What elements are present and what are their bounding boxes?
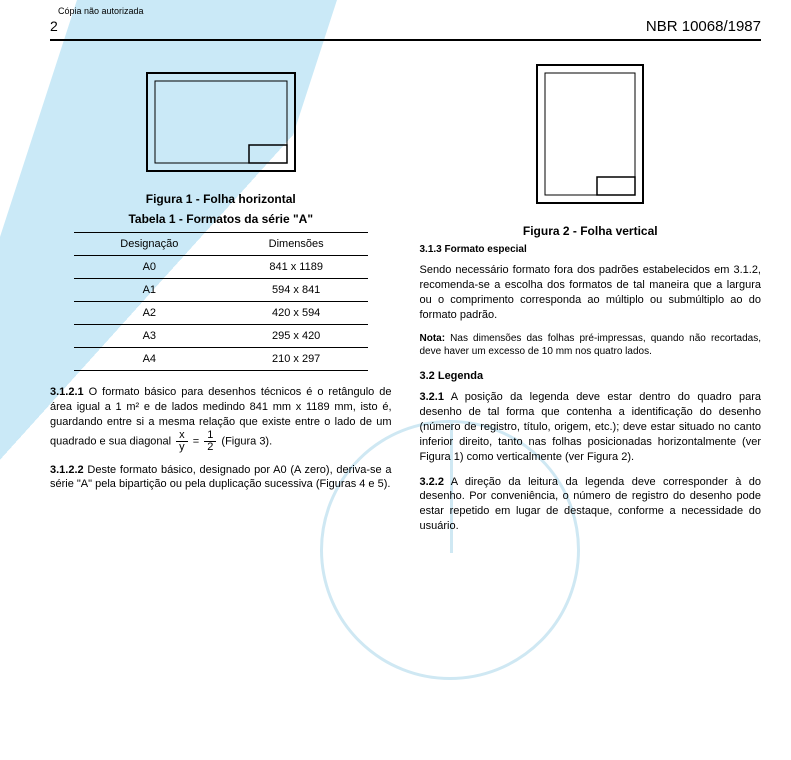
table-row: A2420 x 594 [74,302,368,325]
para-num: 3.2.2 [420,476,444,488]
para-3121: 3.1.2.1 O formato básico para desenhos t… [50,385,392,453]
para-3122: 3.1.2.2 Deste formato básico, designado … [50,463,392,493]
figure-1-caption: Figura 1 - Folha horizontal [50,192,392,206]
unauthorized-copy-label: Cópia não autorizada [58,6,761,16]
para-num: 3.1.2.1 [50,386,84,398]
para-321: 3.2.1 A posição da legenda deve estar de… [420,390,762,464]
para-313: Sendo necessário formato fora dos padrõe… [420,263,762,322]
para-num: 3.1.2.2 [50,464,84,476]
figure-2-caption: Figura 2 - Folha vertical [420,224,762,238]
page-header: 2 NBR 10068/1987 [50,18,761,41]
table-1-caption: Tabela 1 - Formatos da série "A" [50,212,392,226]
para-322: 3.2.2 A direção da leitura da legenda de… [420,475,762,534]
formats-table: Designação Dimensões A0841 x 1189 A1594 … [74,232,368,371]
table-row: A1594 x 841 [74,279,368,302]
left-column: Figura 1 - Folha horizontal Tabela 1 - F… [50,59,392,544]
nota-label: Nota: [420,333,446,344]
page-number: 2 [50,18,58,34]
table-row: A4210 x 297 [74,348,368,371]
figure-1: Figura 1 - Folha horizontal Tabela 1 - F… [50,59,392,226]
table-header-dimensions: Dimensões [225,233,368,256]
figure-2-svg [531,59,649,209]
nota: Nota: Nas dimensões das folhas pré-impre… [420,332,762,358]
table-header-designation: Designação [74,233,225,256]
heading-32: 3.2 Legenda [420,370,762,382]
figure-1-svg [141,67,301,177]
right-column: Figura 2 - Folha vertical 3.1.3 Formato … [420,59,762,544]
table-row: A0841 x 1189 [74,256,368,279]
standard-code: NBR 10068/1987 [646,18,761,35]
para-num: 3.2.1 [420,391,444,403]
table-row: A3295 x 420 [74,325,368,348]
heading-313: 3.1.3 Formato especial [420,244,762,255]
two-column-layout: Figura 1 - Folha horizontal Tabela 1 - F… [50,59,761,544]
page: Cópia não autorizada 2 NBR 10068/1987 Fi… [0,0,791,544]
fraction-xy: xy [176,430,188,453]
fraction-12: 12 [204,430,216,453]
figure-2: Figura 2 - Folha vertical [420,59,762,238]
